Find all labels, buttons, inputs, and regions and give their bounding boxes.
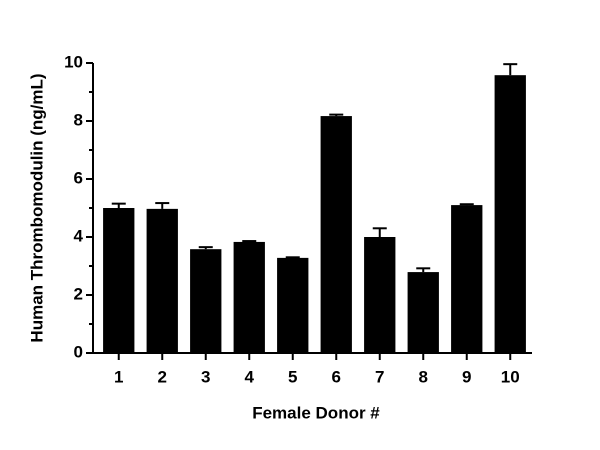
x-axis-title: Female Donor # [252, 403, 380, 422]
x-tick-label: 2 [158, 367, 167, 386]
bar [320, 116, 352, 353]
x-tick-label: 5 [288, 367, 297, 386]
bar [364, 237, 396, 353]
x-tick-label: 3 [201, 367, 210, 386]
bar [451, 205, 483, 353]
x-tick-label: 9 [462, 367, 471, 386]
y-tick-label: 0 [74, 342, 83, 361]
bar [146, 208, 178, 353]
y-tick-label: 2 [74, 284, 83, 303]
bar [494, 75, 526, 354]
bar [233, 241, 265, 353]
y-tick-label: 6 [74, 168, 83, 187]
x-tick-label: 4 [245, 367, 255, 386]
bar [190, 249, 222, 353]
x-tick-label: 6 [332, 367, 341, 386]
y-tick-label: 8 [74, 110, 83, 129]
y-tick-label: 4 [74, 226, 84, 245]
y-tick-label: 10 [64, 52, 83, 71]
y-axis-title: Human Thrombomodulin (ng/mL) [27, 73, 46, 342]
x-tick-label: 8 [419, 367, 428, 386]
x-tick-label: 7 [375, 367, 384, 386]
bar [407, 272, 439, 353]
bar [103, 208, 135, 353]
x-tick-label: 10 [501, 367, 520, 386]
bar [277, 257, 309, 353]
x-tick-label: 1 [114, 367, 123, 386]
